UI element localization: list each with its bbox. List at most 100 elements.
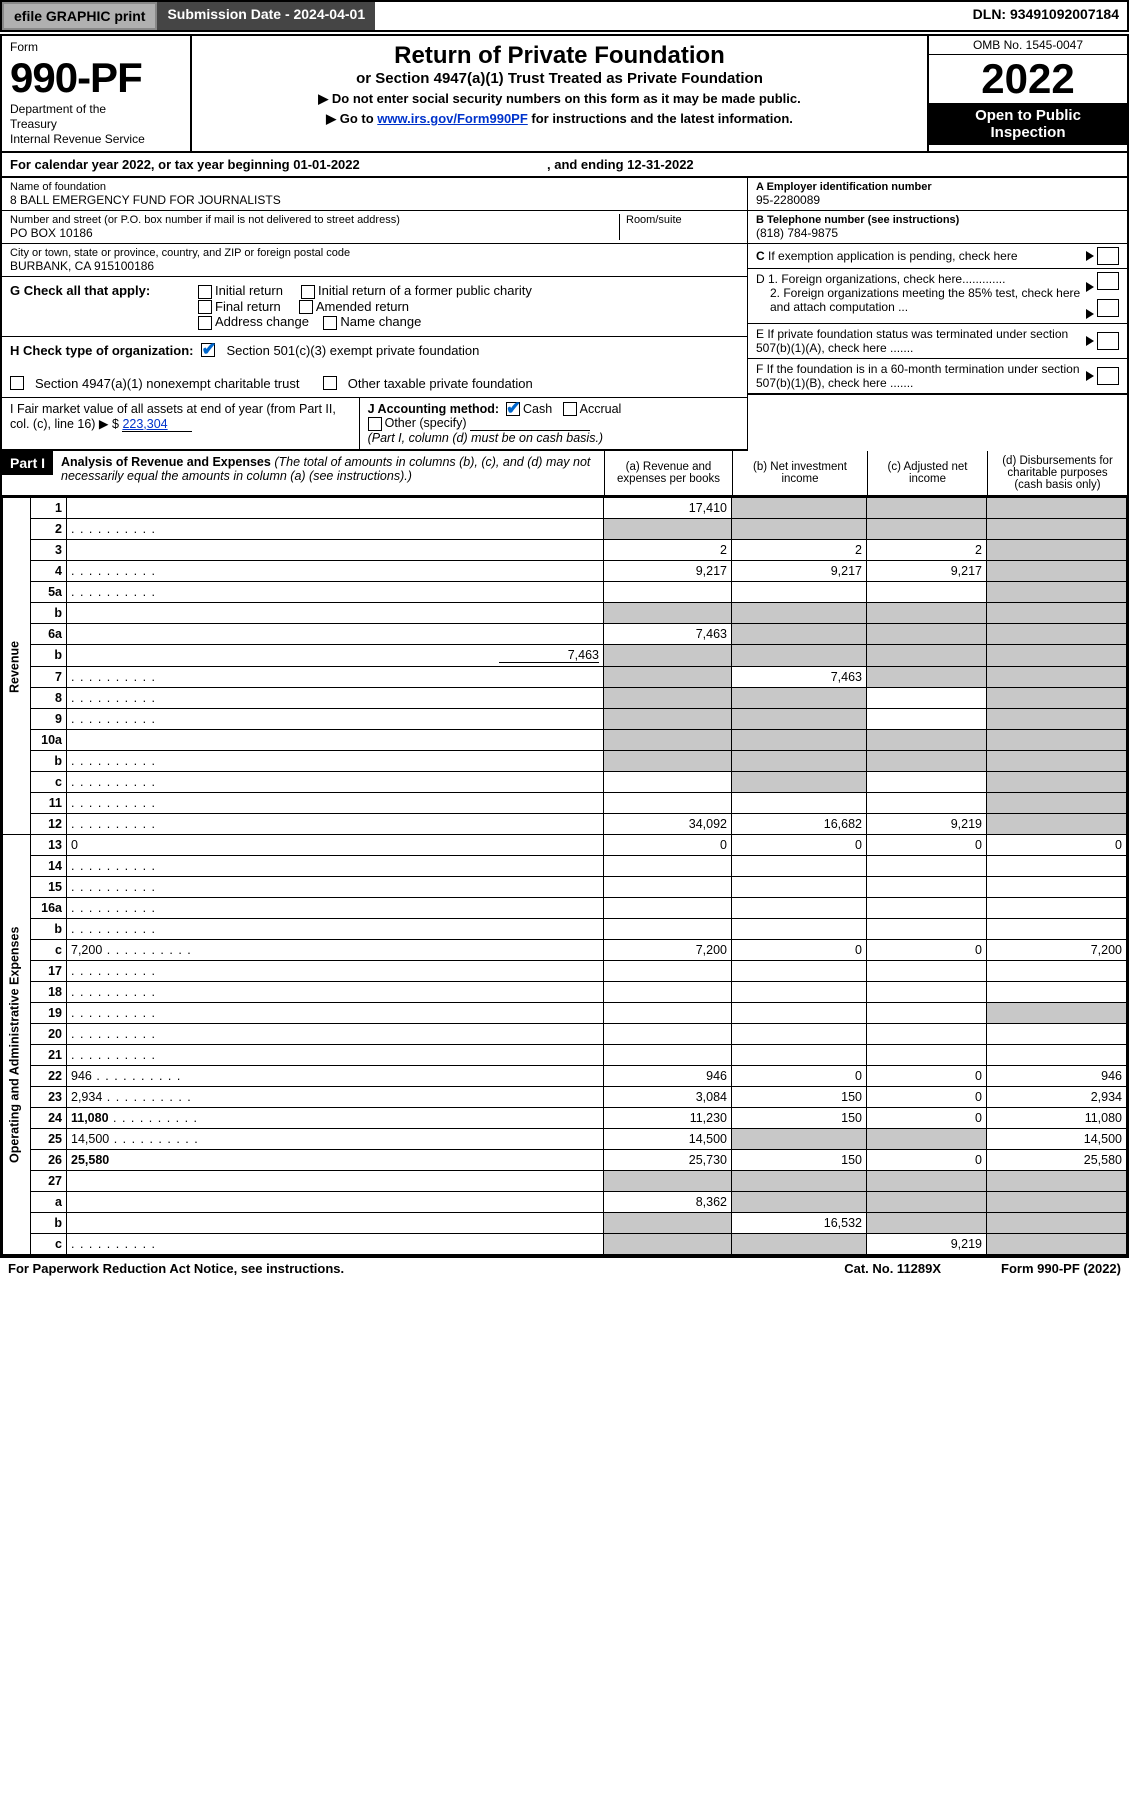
part-1-header: Part I (2, 451, 53, 475)
part-1-title: Analysis of Revenue and Expenses (61, 455, 271, 469)
cb-c[interactable] (1097, 247, 1119, 265)
efile-top-bar: efile GRAPHIC print Submission Date - 20… (0, 0, 1129, 32)
tax-year: 2022 (929, 55, 1127, 103)
line-14: 14 (3, 856, 1127, 877)
line-5a: 5a (3, 582, 1127, 603)
line-1: Revenue117,410 (3, 498, 1127, 519)
cb-e[interactable] (1097, 332, 1119, 350)
form-subtitle: or Section 4947(a)(1) Trust Treated as P… (200, 70, 919, 87)
open-public-inspection: Open to Public Inspection (929, 103, 1127, 145)
line-2: 2 (3, 519, 1127, 540)
cb-address-change[interactable] (198, 316, 212, 330)
line-19: 19 (3, 1003, 1127, 1024)
name-label: Name of foundation (10, 181, 739, 193)
section-i: I Fair market value of all assets at end… (2, 398, 360, 450)
cb-d2[interactable] (1097, 299, 1119, 317)
efile-print-button[interactable]: efile GRAPHIC print (2, 2, 157, 30)
form990pf-link[interactable]: www.irs.gov/Form990PF (377, 111, 528, 126)
line-b: b (3, 919, 1127, 940)
page-footer: For Paperwork Reduction Act Notice, see … (0, 1257, 1129, 1279)
col-b-header: (b) Net investment income (732, 451, 867, 495)
cb-other-method[interactable] (368, 417, 382, 431)
cb-501c3[interactable] (201, 343, 215, 357)
city-label: City or town, state or province, country… (10, 247, 739, 259)
line-b: b (3, 751, 1127, 772)
line-20: 20 (3, 1024, 1127, 1045)
line-26: 2625,58025,730150025,580 (3, 1150, 1127, 1171)
col-d-header: (d) Disbursements for charitable purpose… (987, 451, 1127, 495)
e-label: E If private foundation status was termi… (756, 327, 1086, 355)
c-label: C If exemption application is pending, c… (756, 249, 1086, 263)
form-number: 990-PF (10, 54, 182, 102)
fmv-value: 223,304 (122, 417, 192, 432)
room-label: Room/suite (626, 214, 739, 226)
cb-f[interactable] (1097, 367, 1119, 385)
footer-form-ref: Form 990-PF (2022) (1001, 1261, 1121, 1276)
cb-final-return[interactable] (198, 300, 212, 314)
cb-amended-return[interactable] (299, 300, 313, 314)
line-a: a8,362 (3, 1192, 1127, 1213)
line-b: b16,532 (3, 1213, 1127, 1234)
cb-cash[interactable] (506, 402, 520, 416)
line-6a: 6a7,463 (3, 624, 1127, 645)
cb-initial-former[interactable] (301, 285, 315, 299)
line-11: 11 (3, 793, 1127, 814)
foundation-name: 8 BALL EMERGENCY FUND FOR JOURNALISTS (10, 193, 739, 207)
address: PO BOX 10186 (10, 226, 619, 240)
ein-label: A Employer identification number (756, 181, 1119, 193)
line-22: 2294694600946 (3, 1066, 1127, 1087)
line-b: b (3, 603, 1127, 624)
cb-other-taxable[interactable] (323, 376, 337, 390)
cb-initial-return[interactable] (198, 285, 212, 299)
line-23: 232,9343,08415002,934 (3, 1087, 1127, 1108)
submission-date: Submission Date - 2024-04-01 (157, 2, 375, 30)
line-12: 1234,09216,6829,219 (3, 814, 1127, 835)
line-24: 2411,08011,230150011,080 (3, 1108, 1127, 1129)
calendar-year-row: For calendar year 2022, or tax year begi… (2, 151, 1127, 178)
cb-accrual[interactable] (563, 402, 577, 416)
line-c: c9,219 (3, 1234, 1127, 1255)
cb-name-change[interactable] (323, 316, 337, 330)
footer-paperwork: For Paperwork Reduction Act Notice, see … (8, 1261, 344, 1276)
dln: DLN: 93491092007184 (965, 2, 1127, 30)
dept-treasury: Department of the Treasury Internal Reve… (10, 102, 182, 147)
form-990pf: Form 990-PF Department of the Treasury I… (0, 34, 1129, 1257)
cb-d1[interactable] (1097, 272, 1119, 290)
line-3: 3222 (3, 540, 1127, 561)
line-c: c7,2007,200007,200 (3, 940, 1127, 961)
form-note-2: ▶ Go to www.irs.gov/Form990PF for instru… (200, 111, 919, 127)
line-b: b7,463 (3, 645, 1127, 667)
section-g: G Check all that apply: Initial return I… (2, 277, 747, 337)
line-18: 18 (3, 982, 1127, 1003)
line-27: 27 (3, 1171, 1127, 1192)
side-label-expenses: Operating and Administrative Expenses (3, 835, 31, 1255)
line-13: Operating and Administrative Expenses130… (3, 835, 1127, 856)
line-16a: 16a (3, 898, 1127, 919)
line-8: 8 (3, 688, 1127, 709)
cb-4947a1[interactable] (10, 376, 24, 390)
line-7: 77,463 (3, 667, 1127, 688)
f-label: F If the foundation is in a 60-month ter… (756, 362, 1086, 390)
line-4: 49,2179,2179,217 (3, 561, 1127, 582)
form-title: Return of Private Foundation (200, 42, 919, 70)
line-9: 9 (3, 709, 1127, 730)
section-j: J Accounting method: Cash Accrual Other … (360, 398, 747, 450)
d-labels: D 1. Foreign organizations, check here..… (756, 272, 1086, 314)
section-h: H Check type of organization: Section 50… (2, 337, 747, 398)
omb-number: OMB No. 1545-0047 (929, 36, 1127, 55)
ein: 95-2280089 (756, 193, 1119, 207)
tel-label: B Telephone number (see instructions) (756, 214, 1119, 226)
footer-cat-no: Cat. No. 11289X (844, 1261, 941, 1276)
form-note-1: ▶ Do not enter social security numbers o… (200, 91, 919, 107)
line-15: 15 (3, 877, 1127, 898)
col-a-header: (a) Revenue and expenses per books (604, 451, 732, 495)
line-21: 21 (3, 1045, 1127, 1066)
line-17: 17 (3, 961, 1127, 982)
part-1-table: Revenue117,4102322249,2179,2179,2175ab6a… (2, 497, 1127, 1255)
line-c: c (3, 772, 1127, 793)
line-10a: 10a (3, 730, 1127, 751)
telephone: (818) 784-9875 (756, 226, 1119, 240)
col-c-header: (c) Adjusted net income (867, 451, 987, 495)
city-state-zip: BURBANK, CA 915100186 (10, 259, 739, 273)
form-word: Form (10, 40, 182, 54)
